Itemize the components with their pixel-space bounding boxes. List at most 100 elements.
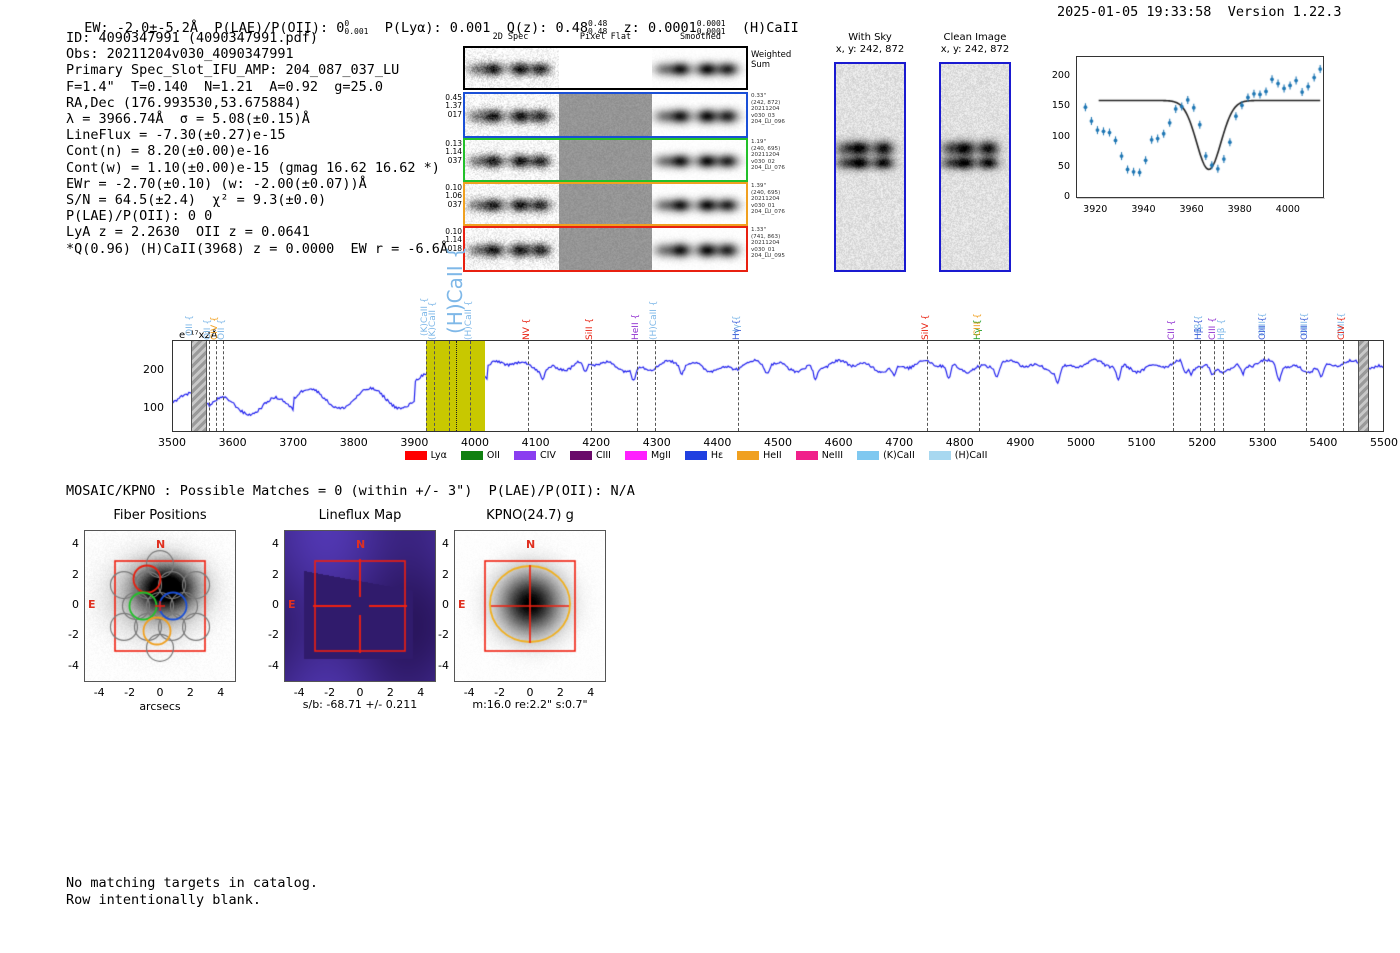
header-plae-value: 0 (336, 20, 345, 36)
compass-east: E (288, 598, 296, 611)
spectrum-line-label: OII { (217, 319, 228, 340)
panel-ytick: -4 (68, 658, 79, 672)
legend-label: (H)CaII (954, 450, 988, 461)
cutout-title-text: Clean Image (943, 32, 1007, 43)
cutout-title-clean-image: Clean Image x, y: 242, 872 (925, 32, 1025, 56)
spec2d-cell-smoothed (652, 94, 746, 136)
header-z-value: 0.0001 (647, 20, 697, 36)
spectrum-line-marker (1200, 341, 1202, 431)
spec2d-cell-smoothed (652, 228, 746, 270)
spec2d-row (463, 46, 748, 90)
full-spectrum-xtick: 4400 (703, 436, 732, 449)
legend-swatch (928, 451, 951, 460)
full-spectrum-xtick: 5400 (1309, 436, 1338, 449)
version-label: Version 1.22.3 (1227, 4, 1342, 20)
panel-ytick: -2 (268, 628, 279, 642)
full-spectrum-xtick: 4900 (1006, 436, 1035, 449)
panel-xtick: -4 (93, 686, 105, 699)
spectrum-line-marker (216, 341, 218, 431)
full-spectrum-xtick: 4800 (945, 436, 974, 449)
full-spectrum-xtick: 4000 (461, 436, 489, 449)
full-spectrum-xtick: 3500 (158, 436, 186, 449)
panel-ytick: -2 (68, 628, 79, 642)
spec2d-panel: 2D Spec Pixel Flat Smoothed 0.45 1.37 01… (438, 32, 791, 272)
line-fit-xtick: 3940 (1131, 204, 1156, 215)
spectrum-line-marker (591, 341, 593, 431)
full-spectrum-plot: e⁻¹⁷x2Å Lyα OII CIV CIII MgII Hε HeII NeIII (K)C… (80, 246, 1398, 481)
line-fit-ytick: 50 (1057, 160, 1070, 172)
spectrum-masked-band (191, 341, 208, 431)
legend-item: Lyα (404, 450, 447, 461)
full-spectrum-frame (172, 340, 1384, 432)
full-spectrum-xtick: 5300 (1248, 436, 1277, 449)
legend-swatch (569, 451, 592, 460)
spec2d-cell-2dspec (465, 184, 559, 224)
header-ew: EW: -2.0±-5.2Å (84, 20, 199, 36)
panel-xtick: -2 (124, 686, 136, 699)
full-spectrum-xtick: 3700 (279, 436, 308, 449)
header-plya: P(Lyα): 0.001 (384, 20, 491, 36)
footer-note: No matching targets in catalog. Row inte… (66, 875, 318, 908)
full-spectrum-xtick: 3800 (339, 436, 368, 449)
cutout-title-text: With Sky (848, 32, 892, 43)
panel-xtick: -2 (324, 686, 336, 699)
full-spectrum-ytick: 100 (143, 401, 164, 414)
legend-label: NeIII (821, 450, 844, 461)
spec2d-row-metrics: 0.45 1.37 017 (445, 93, 462, 119)
weighted-sum-label: Weighted Sum (751, 50, 792, 70)
spec2d-row-metrics: 0.13 1.14 037 (445, 139, 462, 165)
panel-ytick: 0 (442, 598, 449, 611)
panel-xtick: 4 (587, 686, 595, 699)
spec2d-cell-2dspec (465, 48, 559, 88)
legend-item: MgII (624, 450, 671, 461)
col-title-pixelflat: Pixel Flat (579, 32, 632, 42)
source-info-block: ID: 4090347991 (4090347991.pdf) Obs: 202… (66, 30, 449, 257)
spectrum-legend: Lyα OII CIV CIII MgII Hε HeII NeIII (K)CaII (H)Ca… (80, 450, 1312, 461)
spectrum-line-label: (H)CaII { (463, 300, 474, 341)
header-summary-line: EW: -2.0±-5.2Å P(LAE)/P(OII): 0 0 0.001 P(… (68, 4, 799, 37)
spec2d-cell-pixelflat (558, 48, 653, 88)
spectrum-line-marker (448, 341, 450, 431)
timestamp: 2025-01-05 19:33:58 (1057, 4, 1212, 20)
panel-title-lineflux-map: Lineflux Map (318, 508, 402, 523)
panel-ytick: 2 (442, 567, 449, 581)
spec2d-cell-smoothed (652, 48, 746, 88)
legend-label: Hε (710, 450, 724, 461)
legend-item: NeIII (795, 450, 844, 461)
mosaic-header: MOSAIC/KPNO : Possible Matches = 0 (with… (66, 483, 635, 499)
spectrum-line-label: Hγ { (732, 319, 743, 340)
spectrum-line-marker (191, 341, 193, 431)
spectrum-line-label: (K)CaII { (427, 301, 438, 340)
full-spectrum-xtick: 4600 (824, 436, 853, 449)
spectrum-line-marker (1214, 341, 1216, 431)
header-classification: (H)CaII (741, 20, 799, 36)
spectrum-line-label: OIII { (1300, 316, 1311, 340)
full-spectrum-xtick: 4300 (642, 436, 671, 449)
line-fit-xtick: 3980 (1227, 204, 1252, 215)
spec2d-row-info: 1.39" (240, 695) 20211204 v030_01 204_LU… (751, 183, 785, 216)
spectrum-line-marker (978, 341, 980, 431)
line-fit-xtick: 3960 (1179, 204, 1204, 215)
panel-ytick: 2 (72, 567, 79, 581)
spec2d-row-info: 1.19" (240, 695) 20211204 v030_02 204_LU… (751, 139, 785, 172)
panel-ytick: 4 (72, 537, 79, 551)
spectrum-line-marker (527, 341, 529, 431)
legend-item: HeII (737, 450, 782, 461)
spectrum-line-label: CII { (1166, 319, 1177, 340)
line-fit-frame (1076, 56, 1325, 199)
header-qz-label: Q(z): (506, 20, 548, 36)
spectrum-line-label: OII { (185, 315, 196, 336)
spec2d-row (463, 226, 748, 272)
full-spectrum-xtick: 5000 (1067, 436, 1095, 449)
legend-label: Lyα (430, 450, 447, 461)
line-fit-xtick: 4000 (1275, 204, 1300, 215)
full-spectrum-xtick: 5100 (1127, 436, 1156, 449)
spec2d-row (463, 138, 748, 182)
panel-ytick: -4 (438, 658, 449, 672)
full-spectrum-xtick: 5200 (1188, 436, 1217, 449)
panel-xtick: 4 (417, 686, 425, 699)
line-fit-ytick: 150 (1051, 100, 1070, 112)
legend-swatch (624, 451, 647, 460)
full-spectrum-ytick: 200 (143, 362, 164, 376)
